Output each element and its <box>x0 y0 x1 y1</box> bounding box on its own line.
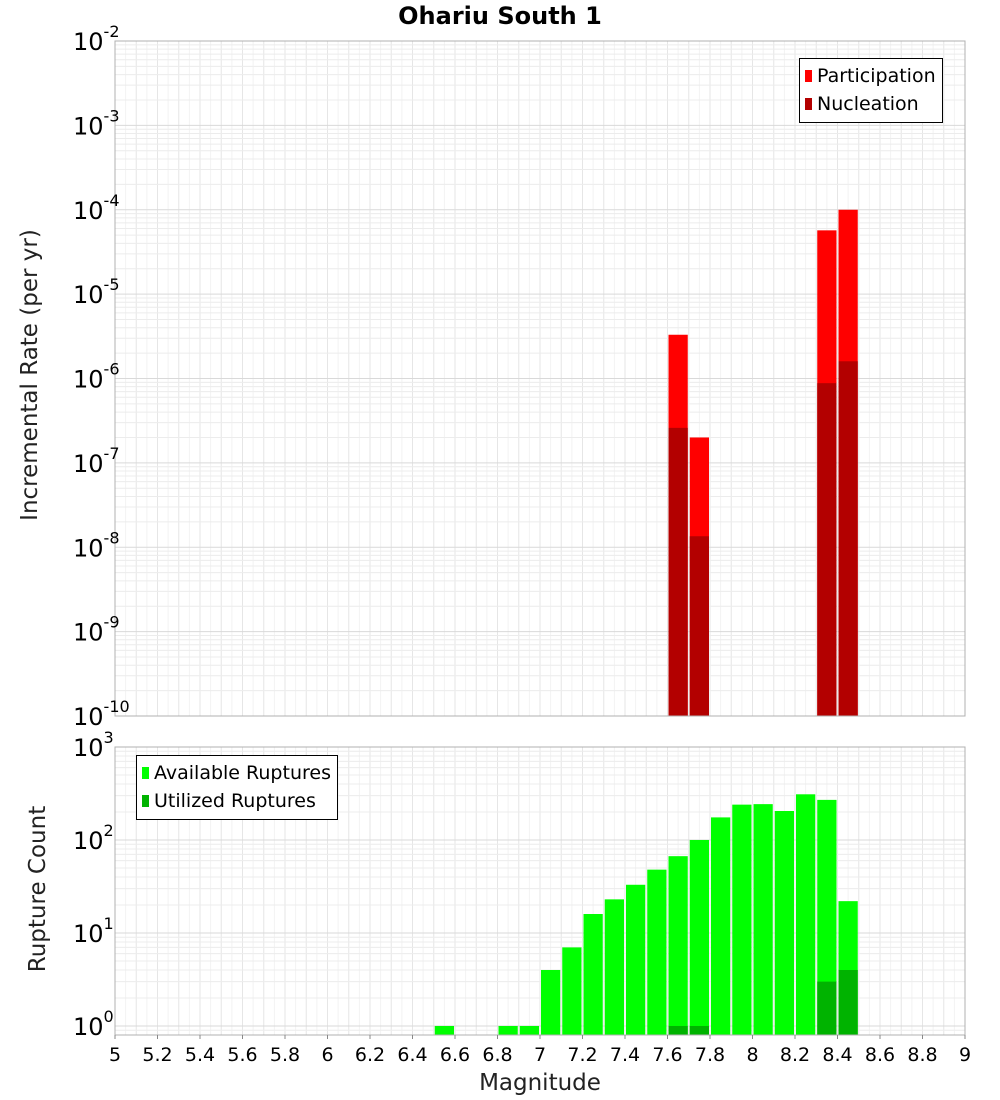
x-tick-label: 7.4 <box>610 1044 640 1066</box>
x-axis-label: Magnitude <box>479 1070 601 1096</box>
x-tick-label: 9 <box>959 1044 971 1066</box>
x-tick-label: 7.2 <box>567 1044 597 1066</box>
chart-title: Ohariu South 1 <box>398 2 602 30</box>
available-ruptures-bar <box>562 947 582 1035</box>
x-tick-label: 5.4 <box>185 1044 215 1066</box>
available-ruptures-bar <box>796 794 816 1035</box>
legend-label-nucleation: Nucleation <box>817 93 919 115</box>
available-ruptures-bar <box>711 817 731 1035</box>
available-ruptures-bar <box>583 914 603 1035</box>
available-ruptures-bar <box>774 811 794 1035</box>
top-plot-border <box>114 40 966 717</box>
available-ruptures-bar <box>604 899 624 1035</box>
bottom-legend: Available Ruptures Utilized Ruptures <box>136 755 338 820</box>
bottom-y-tick-label: 103 <box>73 728 114 762</box>
utilized-ruptures-bar <box>668 1025 688 1035</box>
bottom-y-axis-label: Rupture Count <box>25 805 51 973</box>
available-ruptures-bar <box>689 839 709 1035</box>
nucleation-bar <box>838 361 858 716</box>
utilized-ruptures-bar <box>689 1025 709 1035</box>
top-y-tick-label: 10-8 <box>73 528 120 562</box>
utilized-swatch <box>142 795 149 807</box>
nucleation-bar <box>817 383 837 716</box>
x-tick-label: 8.4 <box>822 1044 852 1066</box>
nucleation-swatch <box>805 98 812 110</box>
x-tick-label: 8.6 <box>865 1044 895 1066</box>
top-y-tick-label: 10-9 <box>73 613 120 647</box>
x-tick-label: 5.6 <box>227 1044 257 1066</box>
available-ruptures-bar <box>647 869 667 1035</box>
x-tick-label: 5.8 <box>270 1044 300 1066</box>
available-ruptures-bar <box>753 804 773 1035</box>
legend-item-participation: Participation <box>805 62 936 90</box>
participation-swatch <box>805 70 812 82</box>
top-y-tick-label: 10-7 <box>73 444 120 478</box>
x-tick-label: 5.2 <box>142 1044 172 1066</box>
bottom-y-tick-label: 100 <box>73 1007 114 1041</box>
x-tick-label: 7.8 <box>695 1044 725 1066</box>
available-ruptures-bar <box>541 969 561 1035</box>
x-tick-label: 8.2 <box>780 1044 810 1066</box>
legend-item-nucleation: Nucleation <box>805 90 936 118</box>
utilized-ruptures-bar <box>817 981 837 1035</box>
available-ruptures-bar <box>498 1025 518 1035</box>
legend-label-utilized: Utilized Ruptures <box>154 790 316 812</box>
legend-label-participation: Participation <box>817 65 936 87</box>
x-tick-label: 8.8 <box>907 1044 937 1066</box>
available-ruptures-bar <box>732 804 752 1035</box>
nucleation-bar <box>668 427 688 716</box>
available-ruptures-bar <box>519 1025 539 1035</box>
top-legend: Participation Nucleation <box>799 58 943 123</box>
legend-item-utilized: Utilized Ruptures <box>142 787 331 815</box>
x-tick-label: 8 <box>746 1044 758 1066</box>
top-y-tick-label: 10-5 <box>73 275 120 309</box>
available-swatch <box>142 767 149 779</box>
x-tick-label: 7 <box>534 1044 546 1066</box>
x-tick-label: 6.6 <box>440 1044 470 1066</box>
legend-label-available: Available Ruptures <box>154 762 331 784</box>
available-ruptures-bar <box>626 884 646 1035</box>
x-tick-label: 7.6 <box>652 1044 682 1066</box>
top-y-tick-label: 10-10 <box>73 697 130 731</box>
top-y-tick-label: 10-6 <box>73 360 120 394</box>
x-tick-label: 6.4 <box>397 1044 427 1066</box>
x-tick-label: 6.2 <box>355 1044 385 1066</box>
bottom-y-tick-label: 102 <box>73 821 114 855</box>
top-y-tick-label: 10-2 <box>73 22 120 56</box>
utilized-ruptures-bar <box>838 969 858 1035</box>
x-tick-label: 6.8 <box>482 1044 512 1066</box>
nucleation-bar <box>689 536 709 716</box>
x-tick-label: 6 <box>321 1044 333 1066</box>
legend-item-available: Available Ruptures <box>142 759 331 787</box>
bottom-y-tick-label: 101 <box>73 914 114 948</box>
available-ruptures-bar <box>668 856 688 1035</box>
top-y-tick-label: 10-3 <box>73 106 120 140</box>
x-tick-label: 5 <box>109 1044 121 1066</box>
available-ruptures-bar <box>817 799 837 1035</box>
top-y-axis-label: Incremental Rate (per yr) <box>17 229 43 521</box>
available-ruptures-bar <box>434 1025 454 1035</box>
top-y-tick-label: 10-4 <box>73 191 120 225</box>
